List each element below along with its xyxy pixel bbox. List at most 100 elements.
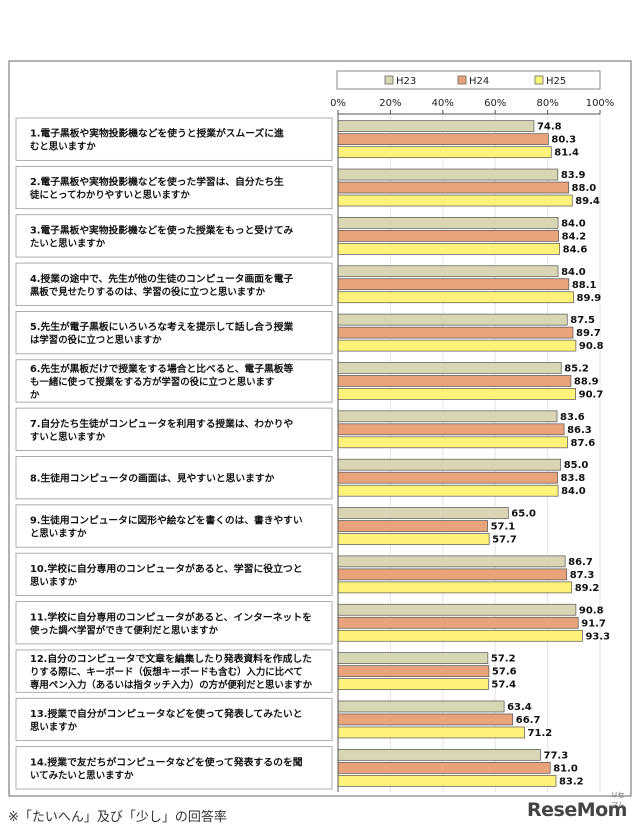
bar-h25 <box>337 581 573 594</box>
data-label: 65.0 <box>511 509 536 520</box>
category-label: 9.生徒用コンピュータに図形や絵などを書くのは、書きやすい <box>30 515 303 527</box>
data-label: 57.2 <box>491 654 516 665</box>
bar-h25 <box>337 774 557 787</box>
bar-h24 <box>337 520 488 532</box>
data-label: 66.7 <box>516 715 541 726</box>
bar-h24 <box>337 665 490 677</box>
bar-h25 <box>337 678 489 690</box>
bar-h23 <box>337 458 562 471</box>
bar-h24 <box>337 326 574 339</box>
data-label: 57.1 <box>491 522 516 533</box>
data-label: 89.2 <box>575 583 600 594</box>
legend-box <box>336 70 601 90</box>
bar-h24 <box>337 423 565 436</box>
legend-label-h25: H25 <box>546 76 566 87</box>
bar-h23 <box>337 313 568 326</box>
bar-h25 <box>337 243 561 255</box>
data-label: 91.7 <box>581 618 606 629</box>
x-tick-label: 0% <box>330 98 346 109</box>
bar-h25 <box>337 726 525 739</box>
data-label: 89.4 <box>575 196 600 207</box>
category-group: 2.電子黒板や実物投影機などを使った学習は、自分たち生徒にとってわかりやすいと思… <box>15 165 600 210</box>
bar-h23 <box>337 265 559 278</box>
bar-h23 <box>337 362 562 374</box>
category-group: 5.先生が電子黒板にいろいろな考えを提示して話し合う授業は学習の役に立つと思いま… <box>15 311 604 355</box>
bar-h25 <box>337 436 568 449</box>
data-label: 87.5 <box>570 315 595 326</box>
category-group: 4.授業の途中で、先生が他の生徒のコンピュータ画面を電子黒板で見せたりするのは、… <box>15 262 601 306</box>
data-label: 83.6 <box>560 412 585 423</box>
category-label-box <box>15 697 333 742</box>
category-label: 使った調べ学習ができて便利だと思いますか <box>29 624 218 636</box>
category-label: は学習の役に立つと思いますか <box>30 334 162 346</box>
legend-swatch-h23 <box>384 75 394 85</box>
data-label: 80.3 <box>551 135 576 146</box>
legend-label-h23: H23 <box>396 76 416 87</box>
category-group: 6.先生が黒板だけで授業をする場合と比べると、電子黒板等も一緒に使って授業をする… <box>15 359 604 403</box>
bar-h23 <box>337 700 505 713</box>
x-tick-label: 80% <box>536 98 558 109</box>
data-label: 90.7 <box>579 389 604 400</box>
data-label: 84.0 <box>561 486 586 497</box>
data-label: 85.0 <box>564 460 589 471</box>
category-label-box <box>15 214 333 258</box>
category-label: 11.学校に自分専用のコンピュータがあると、インターネットを <box>30 611 312 623</box>
data-label: 87.6 <box>571 438 596 449</box>
legend-swatch-h24 <box>457 75 467 85</box>
bar-h24 <box>337 616 579 629</box>
data-label: 84.6 <box>563 244 588 255</box>
x-tick-label: 40% <box>432 98 454 109</box>
bar-h24 <box>337 568 568 581</box>
data-label: 57.7 <box>492 535 517 546</box>
bar-h23 <box>337 410 558 423</box>
bar-h24 <box>337 278 570 291</box>
data-label: 85.2 <box>564 363 589 374</box>
bar-h25 <box>337 629 583 642</box>
bar-h25 <box>337 484 559 497</box>
category-label: 7.自分たち生徒がコンピュータを利用する授業は、わかりや <box>30 418 293 430</box>
bar-h23 <box>337 748 541 761</box>
bar-h24 <box>337 713 514 726</box>
data-label: 84.2 <box>562 231 587 242</box>
category-label: 12.自分のコンピュータで文章を編集したり発表資料を作成した <box>30 653 312 665</box>
data-label: 88.0 <box>572 183 597 194</box>
category-label: むと思いますか <box>30 141 96 153</box>
legend-label-h24: H24 <box>469 76 489 87</box>
category-label-box <box>15 601 333 645</box>
category-group: 8.生徒用コンピュータの画面は、見やすいと思いますか 85.0 83.8 84.0 <box>15 456 589 500</box>
bar-h23 <box>337 217 559 229</box>
category-label-box <box>15 262 333 306</box>
category-label: 思いますか <box>30 576 77 588</box>
bar-h23 <box>337 507 509 519</box>
category-label-box <box>15 407 333 451</box>
logo-kana: リセマム <box>611 791 624 809</box>
data-label: 81.0 <box>553 763 578 774</box>
category-label: と思いますか <box>30 528 87 540</box>
data-label: 77.3 <box>544 750 569 761</box>
category-label: 3.電子黒板や実物投影機などを使った授業をもっと受けてみ <box>30 224 294 236</box>
bar-h25 <box>337 291 574 304</box>
category-label: 思いますか <box>30 721 77 733</box>
bar-h23 <box>337 652 489 664</box>
category-label-box <box>15 165 333 210</box>
data-label: 84.0 <box>561 267 586 278</box>
data-label: 87.3 <box>570 570 595 581</box>
category-group: 11.学校に自分専用のコンピュータがあると、インターネットを使った調べ学習ができ… <box>15 601 610 645</box>
category-label: も一緒に使って授業をする方が学習の役に立つと思います <box>30 376 275 388</box>
data-label: 83.9 <box>561 170 586 181</box>
data-label: 90.8 <box>579 605 604 616</box>
category-label-box <box>15 359 333 403</box>
x-tick-label: 20% <box>379 98 401 109</box>
bar-h24 <box>337 375 572 387</box>
x-tick-label: 100% <box>586 98 615 109</box>
legend: H23 H24 H25 <box>336 70 601 90</box>
category-group: 14.授業で友だちがコンピュータなどを使って発表するのを聞いてみたいと思いますか… <box>15 746 584 790</box>
logo-text: ReseMom <box>527 799 627 821</box>
category-label: 8.生徒用コンピュータの画面は、見やすいと思いますか <box>30 473 275 485</box>
category-label: か <box>30 390 40 401</box>
category-label-box <box>15 649 333 693</box>
